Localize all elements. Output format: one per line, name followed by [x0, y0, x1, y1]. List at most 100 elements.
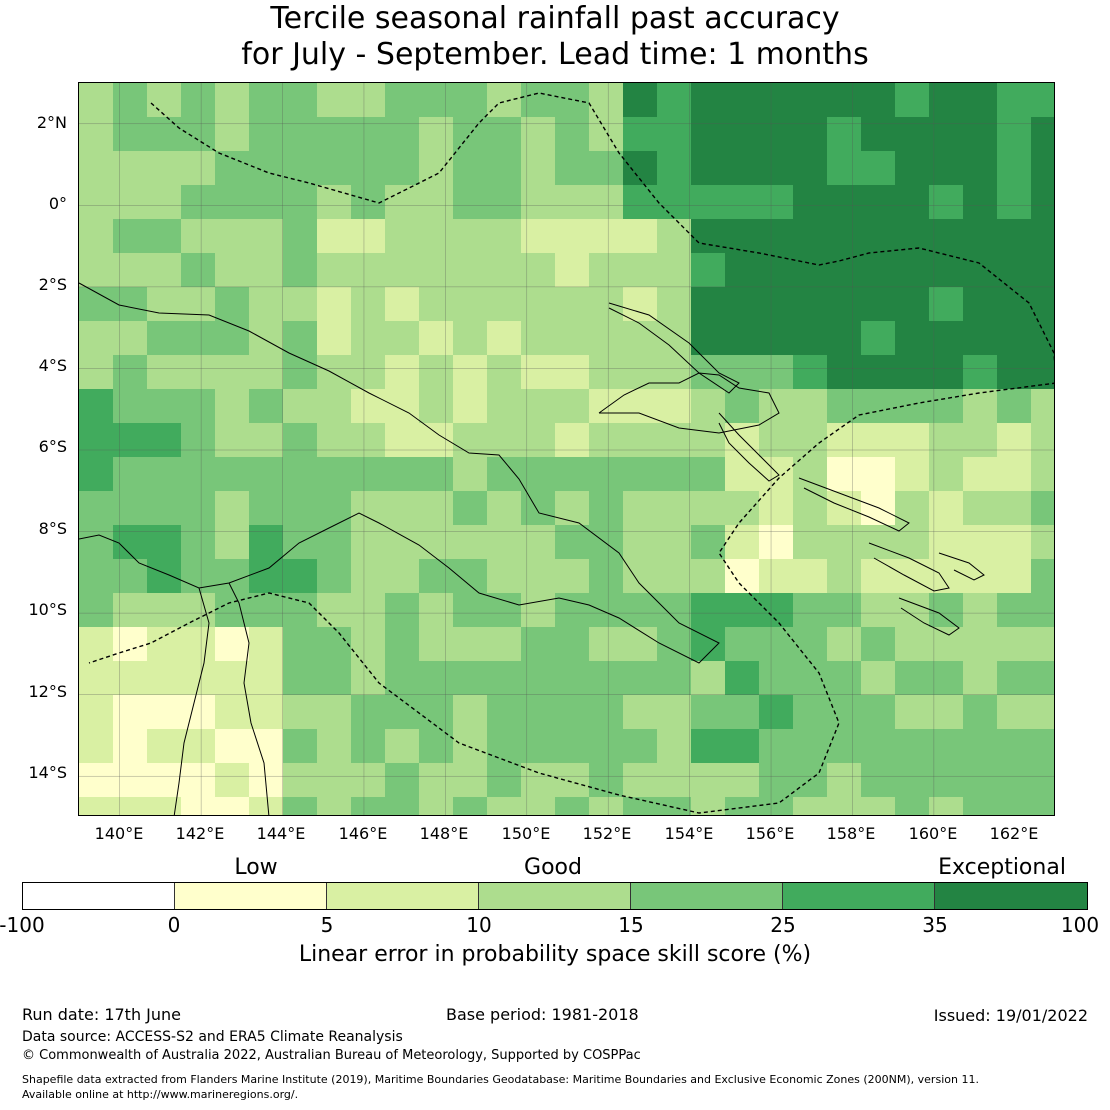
grid-cell — [861, 559, 896, 594]
grid-cell — [895, 253, 930, 288]
grid-cell — [1031, 321, 1054, 356]
grid-cell — [487, 525, 522, 560]
grid-cell — [657, 389, 692, 424]
grid-cell — [453, 525, 488, 560]
grid-cell — [861, 151, 896, 186]
grid-cell — [793, 83, 828, 118]
grid-cell — [147, 627, 182, 662]
grid-cell — [317, 695, 352, 730]
grid-cell — [793, 423, 828, 458]
grid-cell — [895, 797, 930, 815]
grid-cell — [283, 797, 318, 815]
grid-cell — [385, 457, 420, 492]
grid-cell — [725, 797, 760, 815]
grid-cell — [589, 253, 624, 288]
grid-cell — [759, 423, 794, 458]
grid-cell — [351, 729, 386, 764]
grid-cell — [419, 763, 454, 798]
grid-cell — [79, 797, 114, 815]
grid-cell — [147, 797, 182, 815]
grid-cell — [1031, 525, 1054, 560]
grid-cell — [113, 797, 148, 815]
grid-cell — [827, 559, 862, 594]
grid-cell — [249, 287, 284, 322]
grid-cell — [453, 661, 488, 696]
grid-cell — [555, 355, 590, 390]
grid-cell — [147, 729, 182, 764]
lat-label-12s: 12°S — [28, 682, 67, 701]
lon-label-142e: 142°E — [175, 824, 225, 843]
grid-cell — [827, 389, 862, 424]
grid-cell — [351, 525, 386, 560]
grid-cell — [351, 457, 386, 492]
lon-label-152e: 152°E — [582, 824, 632, 843]
grid-cell — [657, 491, 692, 526]
grid-cell — [521, 525, 556, 560]
grid-cell — [113, 729, 148, 764]
grid-cell — [657, 695, 692, 730]
grid-cell — [317, 389, 352, 424]
grid-cell — [181, 253, 216, 288]
grid-cell — [1031, 219, 1054, 254]
grid-cell — [419, 797, 454, 815]
grid-cell — [759, 457, 794, 492]
grid-cell — [929, 253, 964, 288]
grid-cell — [1031, 457, 1054, 492]
grid-cell — [759, 117, 794, 152]
grid-cell — [79, 83, 114, 118]
grid-cell — [997, 559, 1032, 594]
grid-cell — [861, 525, 896, 560]
grid-cell — [589, 117, 624, 152]
grid-cell — [181, 355, 216, 390]
grid-cell — [385, 593, 420, 628]
grid-cell — [113, 559, 148, 594]
grid-cell — [249, 321, 284, 356]
grid-cell — [657, 729, 692, 764]
grid-cell — [113, 457, 148, 492]
grid-cell — [419, 117, 454, 152]
grid-cell — [861, 627, 896, 662]
grid-cell — [793, 117, 828, 152]
cape-york-east-coastline — [228, 582, 270, 815]
grid-cell — [1031, 117, 1054, 152]
grid-cell — [997, 355, 1032, 390]
grid-cell — [929, 695, 964, 730]
grid-cell — [997, 389, 1032, 424]
grid-cell — [623, 355, 658, 390]
grid-cell — [725, 321, 760, 356]
grid-cell — [861, 593, 896, 628]
grid-cell — [113, 389, 148, 424]
grid-cell — [861, 423, 896, 458]
map-title-line-2: for July - September. Lead time: 1 month… — [241, 37, 869, 72]
colorbar-category-exceptional: Exceptional — [938, 855, 1066, 880]
grid-cell — [453, 185, 488, 220]
grid-cell — [351, 151, 386, 186]
grid-cell — [215, 423, 250, 458]
colorbar-segment — [327, 883, 479, 909]
grid-cell — [521, 763, 556, 798]
grid-cell — [691, 185, 726, 220]
grid-cell — [623, 83, 658, 118]
grid-cell — [79, 729, 114, 764]
grid-cell — [351, 491, 386, 526]
grid-cell — [895, 185, 930, 220]
grid-cell — [827, 695, 862, 730]
grid-cell — [521, 627, 556, 662]
grid-cell — [351, 287, 386, 322]
grid-cell — [79, 355, 114, 390]
grid-cell — [555, 763, 590, 798]
grid-cell — [793, 491, 828, 526]
colorbar — [22, 882, 1088, 910]
grid-cell — [555, 491, 590, 526]
grid-cell — [521, 729, 556, 764]
grid-cell — [929, 389, 964, 424]
grid-cell — [589, 151, 624, 186]
grid-cell — [589, 559, 624, 594]
grid-cell — [351, 695, 386, 730]
grid-cell — [1031, 355, 1054, 390]
grid-cell — [1031, 253, 1054, 288]
grid-cell — [861, 729, 896, 764]
grid-cell — [521, 593, 556, 628]
grid-cell — [725, 355, 760, 390]
grid-cell — [79, 661, 114, 696]
